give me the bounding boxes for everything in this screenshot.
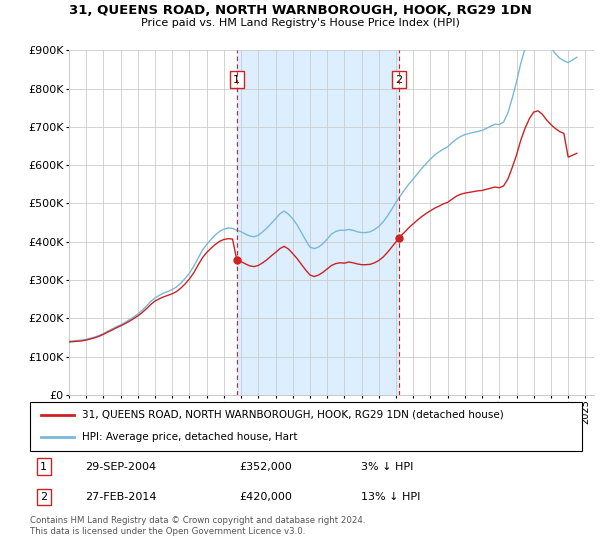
Text: £352,000: £352,000	[240, 461, 293, 472]
Text: 2: 2	[40, 492, 47, 502]
Text: 3% ↓ HPI: 3% ↓ HPI	[361, 461, 413, 472]
Text: 1: 1	[233, 74, 241, 85]
Text: Contains HM Land Registry data © Crown copyright and database right 2024.
This d: Contains HM Land Registry data © Crown c…	[30, 516, 365, 536]
Text: 29-SEP-2004: 29-SEP-2004	[85, 461, 157, 472]
Text: 31, QUEENS ROAD, NORTH WARNBOROUGH, HOOK, RG29 1DN: 31, QUEENS ROAD, NORTH WARNBOROUGH, HOOK…	[68, 4, 532, 17]
Text: 1: 1	[40, 461, 47, 472]
Text: 27-FEB-2014: 27-FEB-2014	[85, 492, 157, 502]
Text: HPI: Average price, detached house, Hart: HPI: Average price, detached house, Hart	[82, 432, 298, 442]
Text: 2: 2	[395, 74, 403, 85]
Bar	[237, 50, 399, 395]
FancyBboxPatch shape	[30, 402, 582, 451]
Text: 31, QUEENS ROAD, NORTH WARNBOROUGH, HOOK, RG29 1DN (detached house): 31, QUEENS ROAD, NORTH WARNBOROUGH, HOOK…	[82, 410, 504, 420]
Text: £420,000: £420,000	[240, 492, 293, 502]
Text: Price paid vs. HM Land Registry's House Price Index (HPI): Price paid vs. HM Land Registry's House …	[140, 18, 460, 29]
Text: 13% ↓ HPI: 13% ↓ HPI	[361, 492, 421, 502]
